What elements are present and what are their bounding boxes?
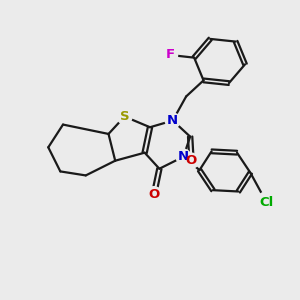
Text: N: N bbox=[178, 150, 189, 163]
Circle shape bbox=[117, 109, 132, 124]
Circle shape bbox=[163, 47, 178, 62]
Text: F: F bbox=[166, 49, 175, 62]
Circle shape bbox=[184, 153, 199, 168]
Text: O: O bbox=[148, 188, 160, 201]
Circle shape bbox=[146, 187, 161, 202]
Text: Cl: Cl bbox=[259, 196, 274, 209]
Text: O: O bbox=[186, 154, 197, 167]
Circle shape bbox=[176, 149, 191, 164]
Text: S: S bbox=[120, 110, 129, 123]
Circle shape bbox=[256, 192, 277, 212]
Text: N: N bbox=[167, 114, 178, 127]
Circle shape bbox=[165, 113, 180, 128]
